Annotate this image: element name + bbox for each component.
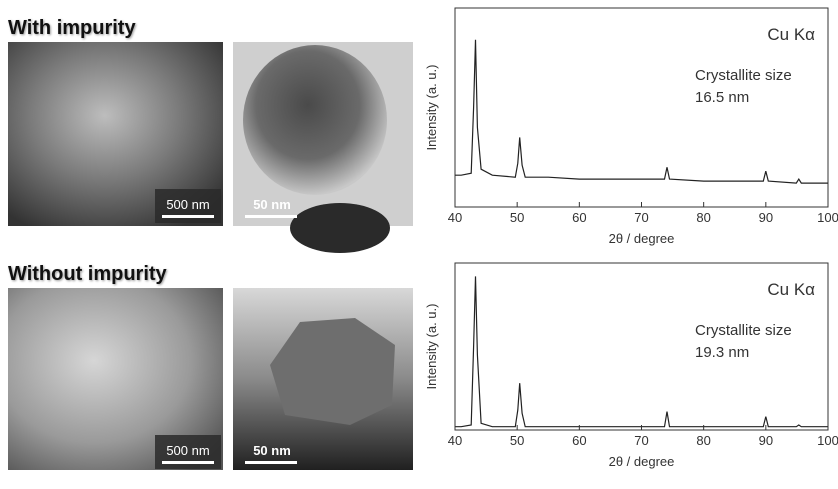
scale-label: 500 nm [166,197,209,212]
annotation: Crystallite size [695,67,792,84]
x-tick-label: 100 [817,210,838,225]
x-tick-label: 60 [572,433,586,448]
x-axis-label: 2θ / degree [609,231,675,246]
panel-heading: With impurity [8,17,136,39]
x-tick-label: 50 [510,433,524,448]
scale-bar [245,461,297,464]
scale-bar [245,215,297,218]
x-tick-label: 60 [572,210,586,225]
annotation: Cu Kα [767,280,815,299]
y-axis-label: Intensity (a. u.) [424,65,439,151]
x-tick-label: 90 [759,210,773,225]
y-axis-label: Intensity (a. u.) [424,304,439,390]
xrd-line [455,40,828,183]
x-tick-label: 40 [448,210,462,225]
x-tick-label: 100 [817,433,838,448]
scale-bar [162,461,214,464]
annotation: 19.3 nm [695,344,749,361]
scale-label: 50 nm [253,443,291,458]
annotation: 16.5 nm [695,89,749,106]
x-tick-label: 40 [448,433,462,448]
x-tick-label: 70 [634,210,648,225]
tem-particle [243,45,387,195]
scale-label: 500 nm [166,443,209,458]
scale-bar [162,215,214,218]
annotation: Crystallite size [695,322,792,339]
figure: With impurity 500 nm 50 nm Cu Kα Crystallite… [0,0,838,489]
x-tick-label: 50 [510,210,524,225]
annotation: Cu Kα [767,25,815,44]
x-tick-label: 80 [696,433,710,448]
x-axis-label: 2θ / degree [609,454,675,469]
x-tick-label: 80 [696,210,710,225]
x-tick-label: 70 [634,433,648,448]
scale-label: 50 nm [253,197,291,212]
tem-particle [290,203,390,253]
x-tick-label: 90 [759,433,773,448]
panel-heading: Without impurity [8,263,168,285]
